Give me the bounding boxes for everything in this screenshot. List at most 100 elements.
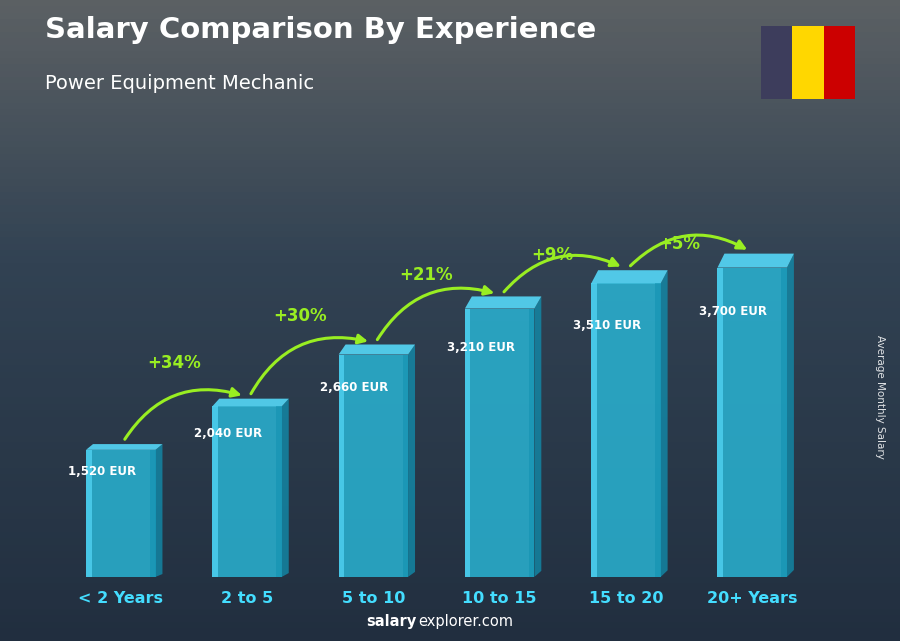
Bar xyxy=(0,583,900,590)
Bar xyxy=(0,71,900,77)
Bar xyxy=(0,622,900,628)
Bar xyxy=(0,372,900,378)
Polygon shape xyxy=(591,271,668,283)
Bar xyxy=(0,115,900,122)
Bar xyxy=(0,224,900,231)
Text: +30%: +30% xyxy=(274,307,327,325)
Bar xyxy=(781,267,787,577)
Bar xyxy=(0,199,900,205)
Bar xyxy=(0,526,900,532)
Bar xyxy=(0,83,900,90)
Bar xyxy=(0,320,900,327)
Text: Power Equipment Mechanic: Power Equipment Mechanic xyxy=(45,74,314,93)
Bar xyxy=(0,455,900,462)
Bar xyxy=(212,406,282,577)
Text: 3,510 EUR: 3,510 EUR xyxy=(573,319,641,331)
Polygon shape xyxy=(408,344,415,577)
Bar xyxy=(465,308,535,577)
Bar xyxy=(276,406,282,577)
Bar xyxy=(0,474,900,481)
Bar xyxy=(0,38,900,45)
Bar xyxy=(0,519,900,526)
Bar xyxy=(0,635,900,641)
Bar xyxy=(0,77,900,83)
Text: 1,520 EUR: 1,520 EUR xyxy=(68,465,136,478)
Bar xyxy=(0,90,900,96)
Bar xyxy=(0,538,900,545)
Bar xyxy=(0,51,900,58)
Bar xyxy=(0,609,900,615)
Bar xyxy=(212,406,218,577)
Bar xyxy=(0,173,900,179)
Bar xyxy=(0,346,900,353)
Text: +5%: +5% xyxy=(658,235,700,253)
Bar xyxy=(824,26,855,99)
Bar xyxy=(0,577,900,583)
Polygon shape xyxy=(661,271,668,577)
Bar xyxy=(0,237,900,244)
Bar xyxy=(86,450,156,577)
Bar xyxy=(0,269,900,276)
Bar xyxy=(0,141,900,147)
Bar xyxy=(655,283,661,577)
Bar xyxy=(591,283,597,577)
Bar xyxy=(717,267,787,577)
Text: +21%: +21% xyxy=(400,266,454,284)
Bar xyxy=(0,462,900,468)
Bar xyxy=(0,327,900,333)
Bar xyxy=(0,429,900,436)
Text: 2,040 EUR: 2,040 EUR xyxy=(194,427,262,440)
Bar xyxy=(0,628,900,635)
Polygon shape xyxy=(717,254,794,267)
Bar xyxy=(0,122,900,128)
Text: 3,210 EUR: 3,210 EUR xyxy=(446,341,515,354)
Bar xyxy=(591,283,661,577)
Bar xyxy=(0,128,900,135)
Text: +9%: +9% xyxy=(532,246,573,264)
Bar xyxy=(0,378,900,385)
Polygon shape xyxy=(156,444,163,577)
Bar xyxy=(0,154,900,160)
Bar xyxy=(0,468,900,474)
Text: salary: salary xyxy=(366,615,417,629)
Bar xyxy=(0,558,900,564)
Polygon shape xyxy=(86,444,163,450)
Bar xyxy=(0,250,900,256)
Bar xyxy=(0,263,900,269)
Text: +34%: +34% xyxy=(147,354,201,372)
Bar xyxy=(0,596,900,603)
Bar xyxy=(86,450,92,577)
Bar xyxy=(465,308,471,577)
Bar xyxy=(0,333,900,340)
Bar xyxy=(0,397,900,404)
Bar xyxy=(0,19,900,26)
Polygon shape xyxy=(212,399,289,406)
Bar xyxy=(0,256,900,263)
Bar xyxy=(0,167,900,173)
Bar xyxy=(0,506,900,513)
Polygon shape xyxy=(787,254,794,577)
Bar xyxy=(0,58,900,64)
Bar xyxy=(0,391,900,397)
Bar xyxy=(0,487,900,494)
Bar xyxy=(338,354,344,577)
Text: 3,700 EUR: 3,700 EUR xyxy=(699,304,768,318)
Bar xyxy=(0,385,900,391)
Bar xyxy=(402,354,408,577)
Bar xyxy=(0,603,900,609)
Bar xyxy=(0,551,900,558)
Bar xyxy=(0,532,900,538)
Bar xyxy=(0,218,900,224)
Text: explorer.com: explorer.com xyxy=(418,615,514,629)
Bar xyxy=(0,564,900,570)
Bar xyxy=(0,436,900,442)
Polygon shape xyxy=(338,344,415,354)
Bar xyxy=(717,267,723,577)
Bar xyxy=(0,615,900,622)
Bar xyxy=(0,103,900,109)
Bar xyxy=(0,359,900,365)
Bar xyxy=(0,288,900,295)
Polygon shape xyxy=(282,399,289,577)
Bar xyxy=(0,590,900,596)
Bar xyxy=(0,244,900,250)
